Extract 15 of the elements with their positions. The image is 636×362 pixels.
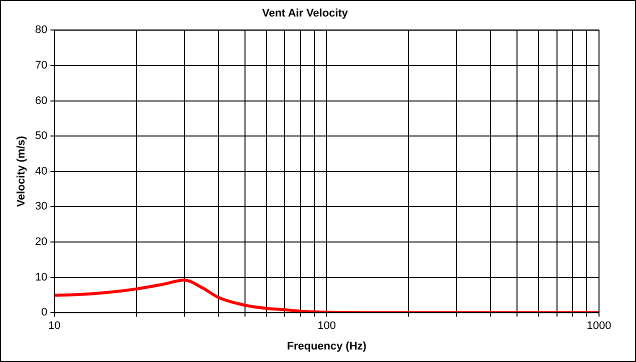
x-tick-label: 10: [48, 320, 61, 332]
y-tick-label: 70: [35, 60, 48, 72]
x-tick-label: 100: [318, 320, 336, 332]
y-tick-label: 60: [35, 94, 48, 107]
y-tick-label: 40: [35, 165, 48, 178]
y-tick-label: 0: [41, 306, 48, 319]
chart-title: Vent Air Velocity: [262, 8, 349, 20]
y-tick-label: 10: [35, 271, 48, 284]
y-tick-label: 80: [35, 24, 48, 36]
y-tick-label: 20: [35, 236, 48, 248]
x-axis-title: Frequency (Hz): [286, 340, 367, 352]
y-axis-title: Velocity (m/s): [16, 136, 28, 207]
y-tick-label: 50: [35, 130, 48, 142]
y-tick-label: 30: [35, 200, 48, 213]
x-tick-label: 1000: [586, 320, 612, 332]
